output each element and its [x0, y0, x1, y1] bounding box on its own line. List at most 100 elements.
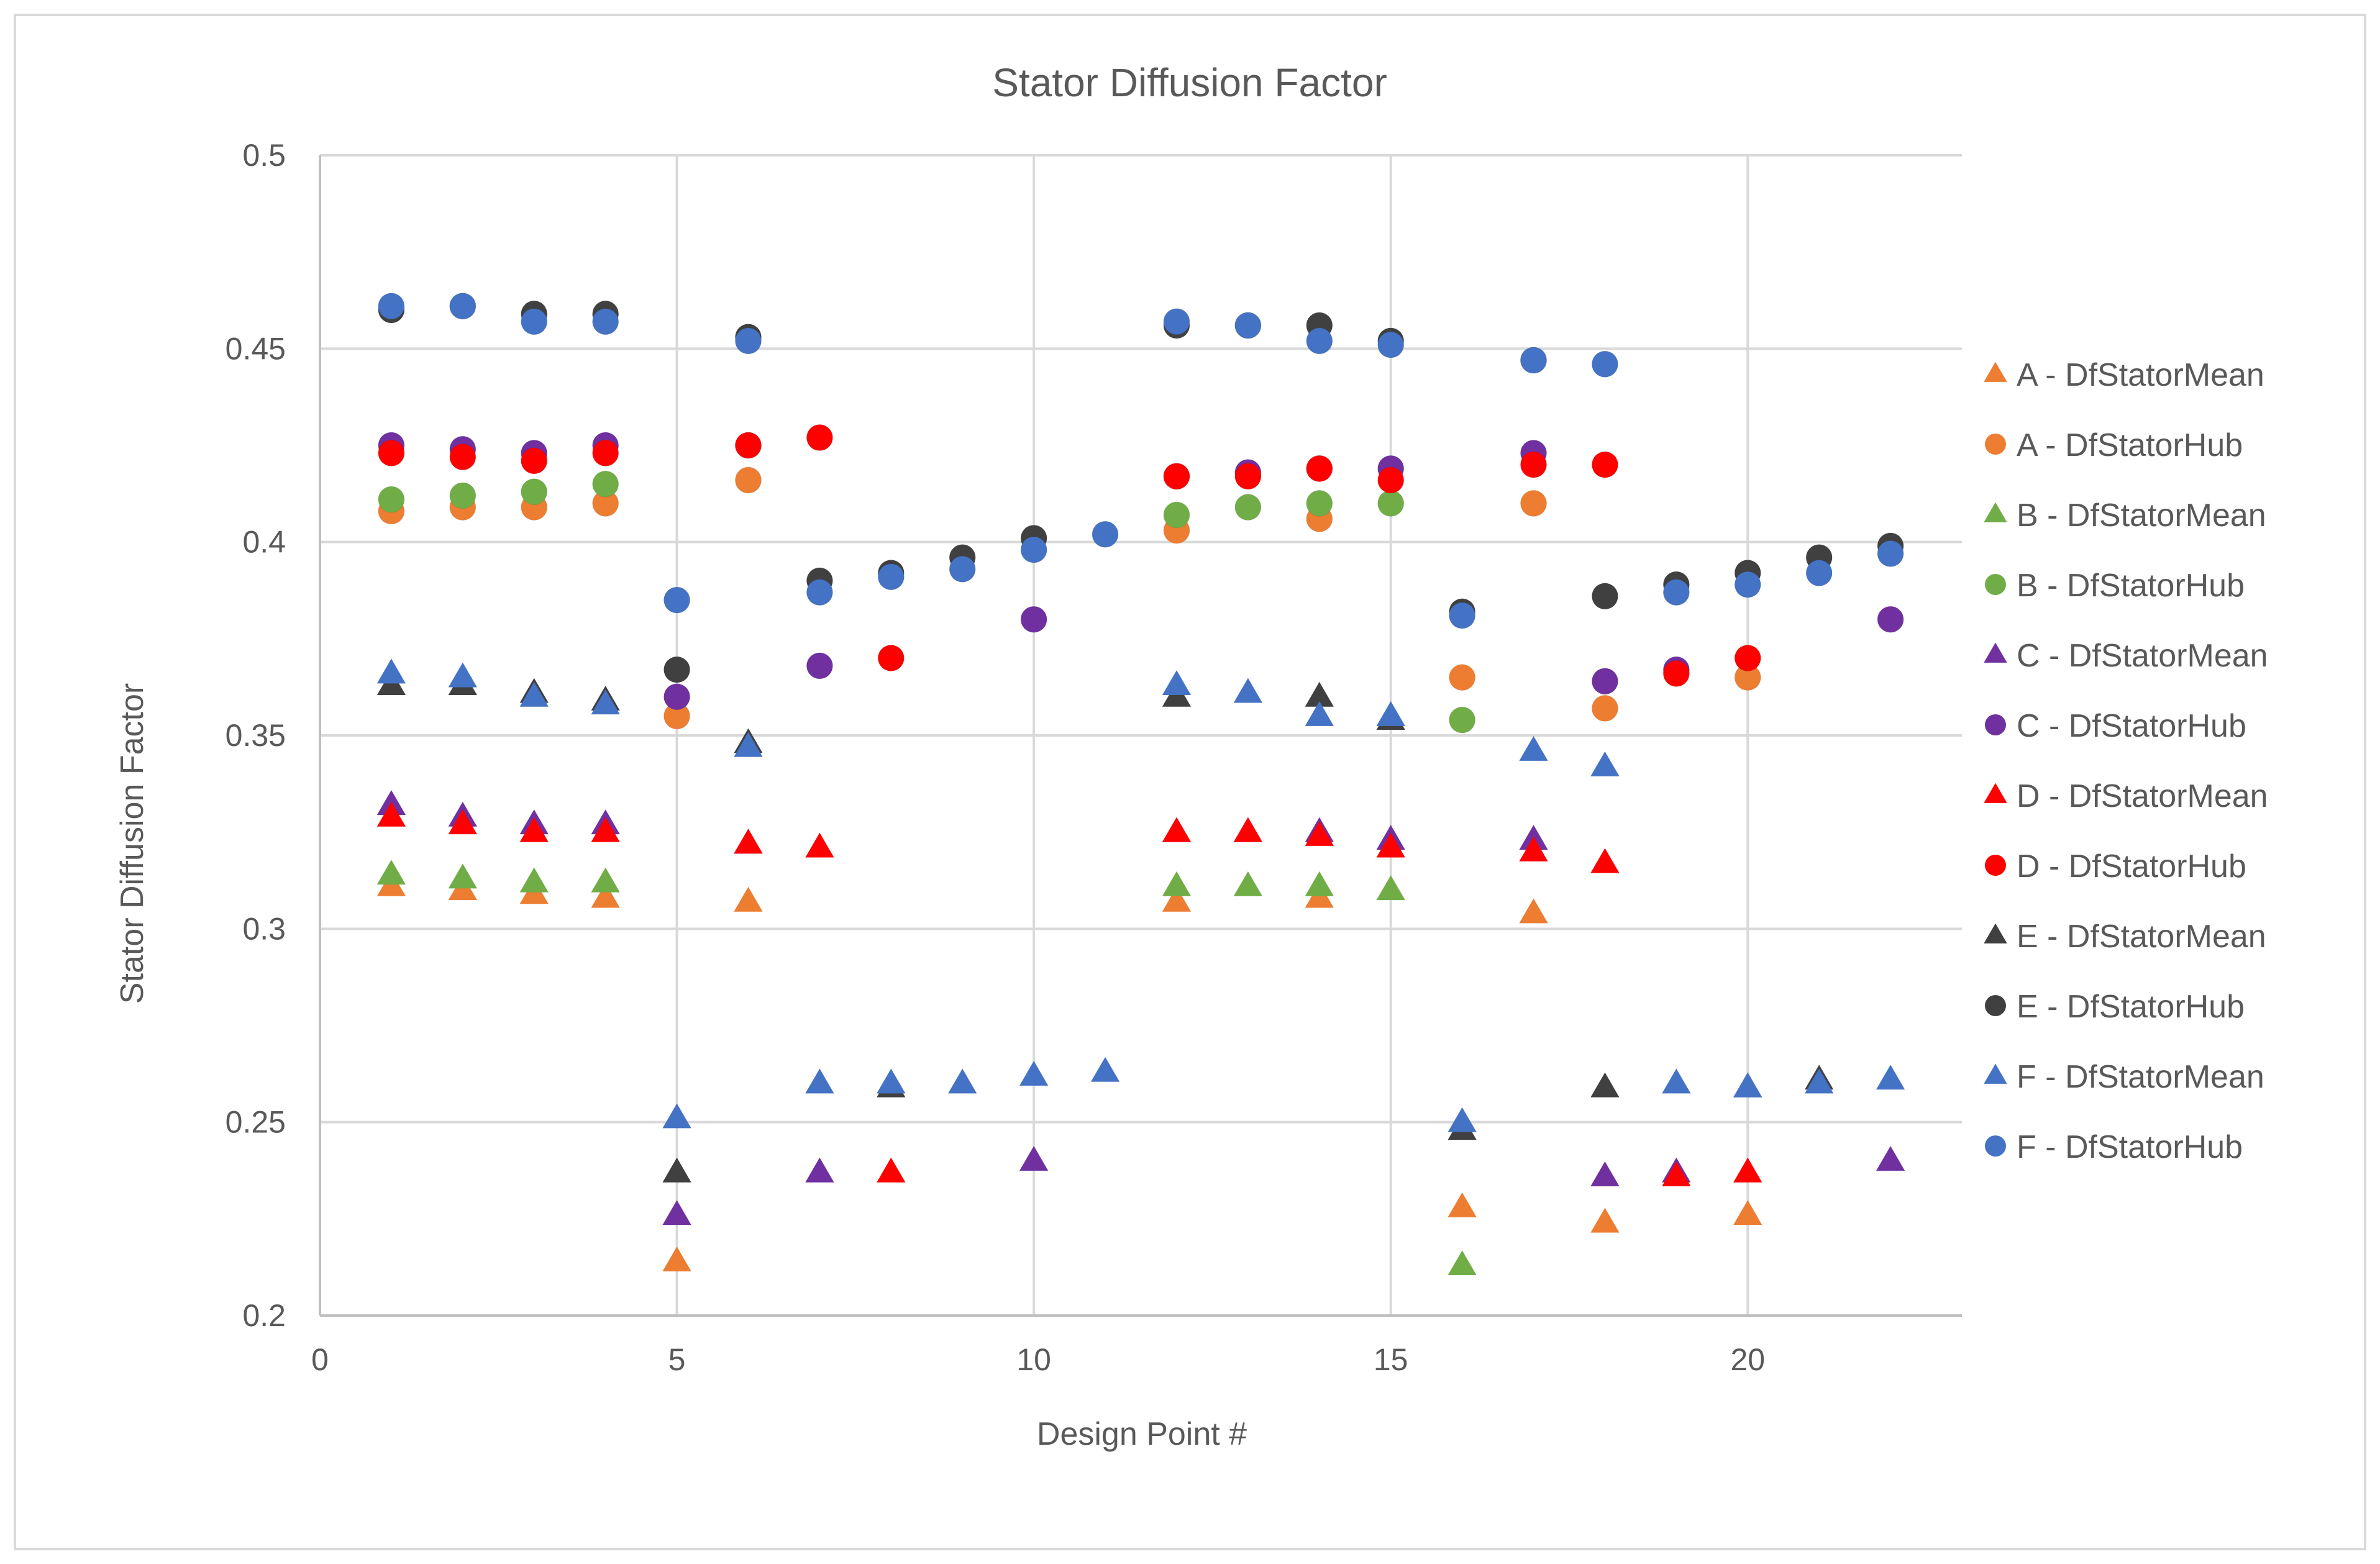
data-point-e-dfstatormean [1590, 1072, 1620, 1098]
data-point-b-dfstatormean [376, 860, 406, 885]
data-point-f-dfstatorhub [663, 586, 691, 614]
data-point-f-dfstatorhub [1805, 559, 1833, 586]
gridlines [320, 154, 1962, 1316]
data-point-d-dfstatorhub [1377, 466, 1405, 494]
tick-labels: 0.2 0.25 0.3 0.35 0.4 0.45 0.5 0 5 10 15 20 [226, 138, 1765, 1377]
data-point-b-dfstatormean [1376, 875, 1405, 901]
legend-marker [1984, 783, 2007, 803]
data-point-d-dfstatorhub [806, 424, 833, 452]
data-point-f-dfstatorhub [806, 579, 833, 606]
data-point-a-dfstatorhub [1520, 489, 1548, 517]
data-point-f-dfstatormean [877, 1068, 906, 1094]
data-point-c-dfstatormean [1590, 1161, 1620, 1186]
y-tick-label: 0.3 [242, 911, 286, 946]
data-point-f-dfstatormean [805, 1068, 834, 1094]
chart-area [14, 14, 2366, 1550]
data-point-f-dfstatormean [1090, 1057, 1120, 1082]
data-point-f-dfstatorhub [1163, 308, 1190, 335]
data-points [376, 293, 1905, 1276]
data-point-f-dfstatormean [1733, 1072, 1762, 1098]
data-point-c-dfstatorhub [663, 683, 691, 711]
data-point-f-dfstatorhub [1877, 540, 1904, 567]
data-point-d-dfstatormean [1376, 832, 1405, 858]
data-point-d-dfstatormean [1305, 821, 1334, 846]
data-point-f-dfstatorhub [1734, 571, 1761, 598]
y-tick-label: 0.2 [242, 1298, 286, 1333]
chart-title: Stator Diffusion Factor [992, 60, 1387, 105]
y-tick-label: 0.35 [226, 718, 286, 753]
y-tick-label: 0.4 [242, 525, 286, 560]
legend-label: F - DfStatorMean [2017, 1059, 2264, 1095]
data-point-a-dfstatormean [1519, 898, 1548, 924]
data-point-a-dfstatormean [1448, 1192, 1477, 1217]
data-point-d-dfstatorhub [1591, 451, 1618, 478]
legend-marker [1985, 434, 2006, 455]
data-point-b-dfstatormean [1162, 871, 1192, 896]
data-point-d-dfstatormean [1519, 836, 1548, 862]
legend-marker [1985, 855, 2006, 876]
legend-label: B - DfStatorMean [2017, 498, 2266, 534]
data-point-c-dfstatorhub [806, 652, 833, 680]
data-point-f-dfstatorhub [1662, 579, 1690, 606]
data-point-f-dfstatormean [1162, 670, 1192, 696]
data-point-f-dfstatormean [1876, 1065, 1905, 1090]
data-point-d-dfstatorhub [1662, 660, 1690, 687]
x-tick-label: 0 [311, 1342, 329, 1377]
data-point-a-dfstatormean [662, 1246, 691, 1271]
legend-marker [1985, 714, 2006, 735]
legend-marker [1984, 642, 2007, 663]
axes [319, 155, 1962, 1317]
data-point-d-dfstatorhub [877, 644, 905, 671]
data-point-f-dfstatormean [1448, 1107, 1477, 1132]
data-point-d-dfstatormean [734, 829, 763, 854]
legend-label: B - DfStatorHub [2017, 568, 2245, 604]
y-tick-label: 0.5 [242, 138, 286, 173]
data-point-d-dfstatorhub [521, 447, 548, 475]
data-point-f-dfstatormean [1519, 735, 1548, 761]
data-point-f-dfstatormean [1233, 678, 1262, 703]
data-point-f-dfstatormean [734, 732, 763, 757]
x-axis-title: Design Point # [1037, 1416, 1247, 1452]
data-point-d-dfstatormean [519, 817, 549, 842]
data-point-d-dfstatormean [591, 817, 620, 842]
data-point-f-dfstatormean [1590, 751, 1620, 776]
data-point-f-dfstatormean [1019, 1061, 1049, 1086]
data-point-d-dfstatorhub [1234, 463, 1262, 490]
data-point-d-dfstatormean [1590, 848, 1620, 873]
y-axis-title: Stator Diffusion Factor [114, 683, 150, 1004]
data-point-f-dfstatormean [448, 662, 477, 688]
data-point-d-dfstatorhub [449, 443, 476, 471]
data-point-e-dfstatorhub [1591, 583, 1618, 610]
data-point-f-dfstatormean [1662, 1068, 1691, 1094]
data-point-f-dfstatorhub [877, 563, 905, 591]
data-point-d-dfstatormean [805, 832, 834, 858]
legend-label: C - DfStatorMean [2017, 638, 2268, 674]
legend-marker [1985, 1135, 2006, 1157]
legend-label: C - DfStatorHub [2017, 708, 2246, 744]
data-point-c-dfstatormean [662, 1200, 691, 1225]
data-point-c-dfstatormean [805, 1157, 834, 1183]
data-point-d-dfstatorhub [1520, 451, 1548, 478]
data-point-f-dfstatorhub [1591, 350, 1618, 378]
legend-marker [1984, 923, 2007, 943]
data-point-f-dfstatorhub [734, 327, 762, 355]
data-point-d-dfstatormean [1162, 817, 1192, 842]
data-point-c-dfstatormean [1019, 1145, 1049, 1171]
x-tick-label: 20 [1730, 1342, 1765, 1377]
data-point-b-dfstatorhub [449, 482, 476, 509]
data-point-b-dfstatorhub [1306, 489, 1333, 517]
data-point-f-dfstatorhub [1092, 521, 1119, 548]
legend-marker [1984, 502, 2007, 522]
data-point-f-dfstatorhub [1234, 312, 1262, 339]
data-point-d-dfstatorhub [1163, 463, 1190, 490]
data-point-b-dfstatormean [448, 863, 477, 889]
data-point-b-dfstatorhub [1234, 494, 1262, 521]
data-point-f-dfstatorhub [1520, 347, 1548, 374]
data-point-c-dfstatormean [1876, 1145, 1905, 1171]
x-tick-label: 5 [668, 1342, 686, 1377]
data-point-e-dfstatormean [662, 1157, 691, 1183]
data-point-f-dfstatorhub [1449, 602, 1476, 629]
legend-marker [1984, 1063, 2007, 1084]
data-point-b-dfstatorhub [521, 478, 548, 506]
legend-marker [1985, 574, 2006, 595]
